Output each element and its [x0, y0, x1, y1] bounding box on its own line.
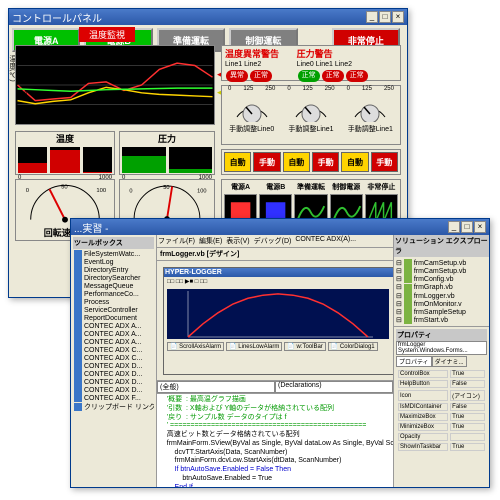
chart-yticks: 1000750500250 [17, 45, 30, 125]
press-label: 圧力 [120, 132, 214, 145]
ide-minimize-button[interactable]: _ [448, 221, 460, 233]
toolbox-item[interactable]: CONTEC ADX D... [73, 362, 154, 370]
tree-item[interactable]: ⊟ frmSampleSetup [396, 308, 487, 316]
toolbox-header: ツールボックス [73, 237, 154, 249]
logger-toolbar[interactable]: □□ □□ ▶■ □ □□ [164, 277, 393, 286]
close-button[interactable]: × [392, 11, 404, 23]
toolbox-item[interactable]: CONTEC ADX D... [73, 386, 154, 394]
toolbox-item[interactable]: MessageQueue [73, 282, 154, 290]
toolbox-item[interactable]: CONTEC ADX A... [73, 322, 154, 330]
toolbox-item[interactable]: CONTEC ADX C... [73, 346, 154, 354]
toolbox-item[interactable]: Process [73, 298, 154, 306]
alarm-led: 正常 [298, 70, 320, 82]
alarm-led: 異常 [226, 70, 248, 82]
svg-text:0: 0 [26, 188, 30, 194]
alarm-panel: 温度異常警告 圧力警告 Line1 Line2 Line0 Line1 Line… [221, 45, 401, 81]
mode-row: 自動手動自動手動自動手動 [221, 149, 401, 175]
logger-title: HYPER-LOGGER [164, 268, 393, 277]
ide-close-button[interactable]: × [474, 221, 486, 233]
toolbox-item[interactable]: DirectorySearcher [73, 274, 154, 282]
temp-bars: 温度 01000 [15, 131, 115, 175]
manual-button[interactable]: 手動 [253, 152, 280, 172]
toolbox-item[interactable]: クリップボード リング [73, 402, 154, 412]
ide-center: ファイル(F) 編集(E) 表示(V) デバッグ(D) CONTEC ADX(A… [157, 235, 393, 487]
toolbox-item[interactable]: CONTEC ADX A... [73, 338, 154, 346]
logger-tray: 📄 ScrollAxisAlarm📄 LinesLowAlarm📄 w:Tool… [164, 342, 393, 351]
code-editor[interactable]: '概要 : 最高温グラフ描画 '引数 : X軸および Y軸のデータが格納されてい… [157, 394, 393, 487]
ide-title: ...実習 - [74, 220, 447, 235]
tray-item[interactable]: 📄 w:ToolBar [284, 342, 325, 351]
ide-window: ...実習 - _ □ × ツールボックス FileSystemWatc...E… [70, 218, 490, 488]
toolbox-item[interactable]: CONTEC ADX D... [73, 378, 154, 386]
form-designer[interactable]: HYPER-LOGGER □□ □□ ▶■ □ □□ デバイス チャネル 📄 S… [157, 261, 393, 381]
toolbox-item[interactable]: CONTEC ADX D... [73, 370, 154, 378]
solution-explorer: ソリューション エクスプローラ ⊟ frmCamSetup.vb⊟ frmCam… [393, 235, 489, 487]
temperature-chart [15, 45, 215, 125]
temp-alarm-label: 温度異常警告 [225, 49, 279, 59]
svg-text:0: 0 [129, 189, 132, 195]
tray-item[interactable]: 📄 ScrollAxisAlarm [167, 342, 224, 351]
auto-button[interactable]: 自動 [283, 152, 310, 172]
manual-button[interactable]: 手動 [371, 152, 398, 172]
alarm-led: 正常 [322, 70, 344, 82]
ide-menubar[interactable]: ファイル(F) 編集(E) 表示(V) デバッグ(D) CONTEC ADX(A… [157, 235, 393, 248]
svg-text:100: 100 [197, 189, 206, 195]
tray-item[interactable]: 📄 ColorDialog1 [328, 342, 378, 351]
code-scope-left[interactable]: (全般) [157, 381, 275, 393]
toolbox-item[interactable]: DirectoryEntry [73, 266, 154, 274]
alarm-led: 正常 [250, 70, 272, 82]
knob[interactable]: 0125250 手動調整Line1 [281, 86, 340, 144]
temp-label: 温度 [16, 132, 114, 145]
logger-form[interactable]: HYPER-LOGGER □□ □□ ▶■ □ □□ デバイス チャネル 📄 S… [163, 267, 393, 375]
logger-chart [167, 289, 389, 339]
toolbox-item[interactable]: ServiceController [73, 306, 154, 314]
props-header: プロパティ [396, 329, 487, 341]
svg-text:100: 100 [96, 188, 107, 194]
knob[interactable]: 0125250 手動調整Line1 [341, 86, 400, 144]
toolbox-item[interactable]: CONTEC ADX A... [73, 330, 154, 338]
knob-panel: 0125250 手動調整Line0 0125250 手動調整Line1 0125… [221, 85, 401, 145]
toolbox-item[interactable]: FileSystemWatc... [73, 250, 154, 258]
tree-item[interactable]: ⊟ frmCamSetup.vb [396, 259, 487, 267]
press-bars: 圧力 01000 [119, 131, 215, 175]
tree-item[interactable]: ⊟ frmLogger.vb [396, 292, 487, 300]
tree-item[interactable]: ⊟ frmGraph.vb [396, 283, 487, 291]
ide-titlebar[interactable]: ...実習 - _ □ × [71, 219, 489, 235]
toolbox-item[interactable]: EventLog [73, 258, 154, 266]
maximize-button[interactable]: □ [379, 11, 391, 23]
minimize-button[interactable]: _ [366, 11, 378, 23]
alarm-led: 正常 [346, 70, 368, 82]
knob[interactable]: 0125250 手動調整Line0 [222, 86, 281, 144]
ide-maximize-button[interactable]: □ [461, 221, 473, 233]
tree-item[interactable]: ⊟ frmConfig.vb [396, 275, 487, 283]
tree-item[interactable]: ⊟ frmOnMonitor.v [396, 300, 487, 308]
props-object[interactable]: frmLogger System.Windows.Forms... [396, 341, 487, 355]
tree-item[interactable]: ⊟ frmCamSetup.vb [396, 267, 487, 275]
props-grid[interactable]: ControlBoxTrueHelpButtonFalseIcon(アイコン)I… [396, 368, 487, 453]
cp-title: コントロールパネル [12, 10, 365, 25]
toolbox-item[interactable]: ReportDocument [73, 314, 154, 322]
manual-button[interactable]: 手動 [312, 152, 339, 172]
toolbox-item[interactable]: CONTEC ADX C... [73, 354, 154, 362]
form-tab[interactable]: frmLogger.vb [デザイン] [157, 248, 393, 261]
tray-item[interactable]: 📄 LinesLowAlarm [226, 342, 282, 351]
toolbox-item[interactable]: CONTEC ADX F... [73, 394, 154, 402]
solexp-header: ソリューション エクスプローラ [394, 235, 489, 257]
toolbox-item[interactable]: PerformanceCo... [73, 290, 154, 298]
tree-item[interactable]: ⊟ frmStart.vb [396, 316, 487, 324]
chart-title: 温度監視 [79, 27, 135, 42]
auto-button[interactable]: 自動 [224, 152, 251, 172]
toolbox-panel: ツールボックス FileSystemWatc...EventLogDirecto… [71, 235, 157, 487]
press-alarm-label: 圧力警告 [297, 49, 333, 59]
logger-side: デバイス チャネル [392, 286, 393, 342]
cp-titlebar[interactable]: コントロールパネル _ □ × [9, 9, 407, 25]
alarm-leds: 異常正常正常正常正常 [222, 68, 400, 83]
auto-button[interactable]: 自動 [341, 152, 368, 172]
code-scope-right[interactable]: (Declarations) [275, 381, 393, 393]
